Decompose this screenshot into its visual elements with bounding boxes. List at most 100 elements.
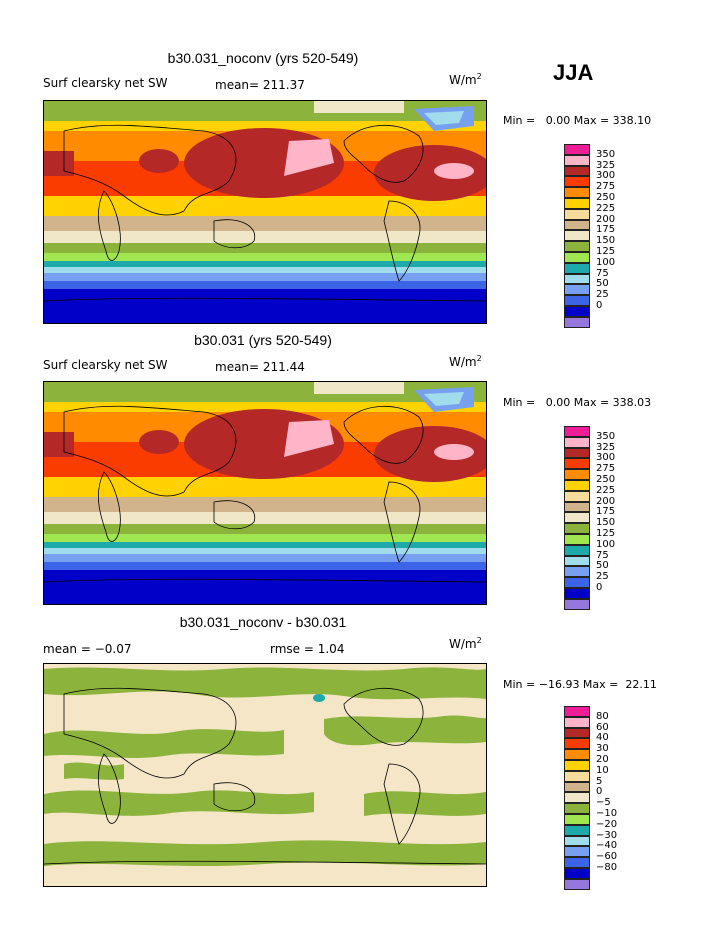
colorbar-swatch — [564, 501, 590, 513]
colorbar-label: 225 — [596, 202, 616, 214]
colorbar-swatch — [564, 436, 590, 448]
panel2-map — [43, 381, 487, 605]
colorbar-label: 75 — [596, 549, 609, 561]
colorbar-label: 40 — [596, 732, 609, 744]
colorbar-swatch — [564, 490, 590, 502]
colorbar-swatch — [564, 197, 590, 209]
colorbar-swatch — [564, 867, 590, 879]
colorbar-swatch — [564, 555, 590, 567]
colorbar-swatch — [564, 716, 590, 728]
colorbar-label: 325 — [596, 159, 616, 171]
colorbar-swatch — [564, 176, 590, 188]
colorbar-label: 125 — [596, 528, 616, 539]
panel3-map — [43, 663, 487, 887]
colorbar-swatch — [564, 165, 590, 177]
colorbar-swatch — [564, 824, 590, 836]
colorbar-swatch — [564, 759, 590, 771]
colorbar-label: 175 — [596, 224, 616, 236]
colorbar-label: −10 — [596, 808, 618, 819]
panel3-units: W/m2 — [449, 636, 482, 651]
colorbar-swatch — [564, 878, 590, 890]
colorbar-label: 0 — [596, 582, 603, 593]
colorbar-label: 60 — [596, 721, 609, 733]
colorbar-label: −40 — [596, 840, 618, 852]
season-label: JJA — [553, 60, 594, 85]
colorbar-swatch — [564, 458, 590, 470]
colorbar-label: 300 — [596, 452, 616, 464]
colorbar-label: 350 — [596, 430, 616, 442]
colorbar-swatch — [564, 230, 590, 242]
panel2-mean: mean= 211.44 — [215, 360, 305, 374]
colorbar-swatch — [564, 598, 590, 610]
clearsky-sw-map-1 — [44, 101, 486, 323]
colorbar-label: 50 — [596, 278, 609, 290]
colorbar-label: −80 — [596, 862, 618, 873]
panel3-colorbar: 80 60 40 30 20 10 5 0 −5 −10 −20 −30 −40 −60 −80 — [564, 706, 617, 890]
colorbar-label: 200 — [596, 495, 616, 507]
colorbar-swatch — [564, 813, 590, 825]
panel3-title: b30.031_noconv - b30.031 — [179, 614, 347, 630]
colorbar-label: 150 — [596, 235, 616, 247]
colorbar-swatch — [564, 533, 590, 545]
panel3-mean: mean = −0.07 — [43, 642, 132, 656]
difference-map — [44, 664, 486, 886]
colorbar-swatch — [564, 316, 590, 328]
colorbar-swatch — [564, 770, 590, 782]
colorbar-label: 30 — [596, 743, 609, 755]
colorbar-swatch — [564, 587, 590, 599]
colorbar-swatch — [564, 727, 590, 739]
colorbar-label: 5 — [596, 775, 603, 787]
colorbar-swatch — [564, 803, 590, 814]
colorbar-swatch — [564, 792, 590, 804]
colorbar-label: 225 — [596, 484, 616, 496]
panel2-colorbar: 350 325 300 275 250 225 200 175 150 125 100 75 50 25 0 — [564, 426, 615, 610]
colorbar-swatch — [564, 706, 590, 717]
colorbar-swatch — [564, 857, 590, 868]
panel1-title: b30.031_noconv (yrs 520-549) — [167, 50, 359, 66]
panel2-units: W/m2 — [449, 354, 482, 369]
colorbar-label: 175 — [596, 506, 616, 518]
colorbar-label: 100 — [596, 538, 616, 550]
colorbar-label: −60 — [596, 851, 618, 863]
panel1-mean: mean= 211.37 — [215, 78, 305, 92]
panel1-variable: Surf clearsky net SW — [43, 76, 168, 90]
colorbar-swatch — [564, 426, 590, 437]
colorbar-swatch — [564, 295, 590, 306]
colorbar-swatch — [564, 781, 590, 793]
panel2-minmax: Min = 0.00 Max = 338.03 — [503, 396, 652, 409]
colorbar-label: −30 — [596, 829, 618, 841]
colorbar-label: 250 — [596, 192, 616, 203]
colorbar-swatch — [564, 273, 590, 285]
colorbar-swatch — [564, 469, 590, 480]
colorbar-label: −20 — [596, 818, 618, 830]
colorbar-swatch — [564, 305, 590, 317]
colorbar-swatch — [564, 738, 590, 750]
colorbar-label: 300 — [596, 170, 616, 182]
colorbar-swatch — [564, 577, 590, 588]
colorbar-label: 325 — [596, 441, 616, 453]
panel3-rmse: rmse = 1.04 — [270, 642, 345, 656]
colorbar-label: 0 — [596, 300, 603, 311]
colorbar-swatch — [564, 262, 590, 274]
colorbar-swatch — [564, 251, 590, 263]
colorbar-swatch — [564, 219, 590, 231]
panel2-variable: Surf clearsky net SW — [43, 358, 168, 372]
colorbar-label: 350 — [596, 148, 616, 160]
panel1-colorbar: 350 325 300 275 250 225 200 175 150 125 100 75 50 25 0 — [564, 144, 615, 328]
colorbar-swatch — [564, 144, 590, 155]
colorbar-swatch — [564, 523, 590, 534]
colorbar-swatch — [564, 154, 590, 166]
colorbar-label: 20 — [596, 754, 609, 765]
colorbar-swatch — [564, 835, 590, 847]
panel1-minmax: Min = 0.00 Max = 338.10 — [503, 114, 652, 127]
colorbar-label: 150 — [596, 517, 616, 529]
colorbar-swatch — [564, 544, 590, 556]
colorbar-label: 250 — [596, 474, 616, 485]
colorbar-swatch — [564, 208, 590, 220]
colorbar-label: 75 — [596, 267, 609, 279]
colorbar-label: 10 — [596, 764, 609, 776]
colorbar-swatch — [564, 479, 590, 491]
panel1-units: W/m2 — [449, 72, 482, 87]
colorbar-swatch — [564, 512, 590, 524]
colorbar-label: 50 — [596, 560, 609, 572]
